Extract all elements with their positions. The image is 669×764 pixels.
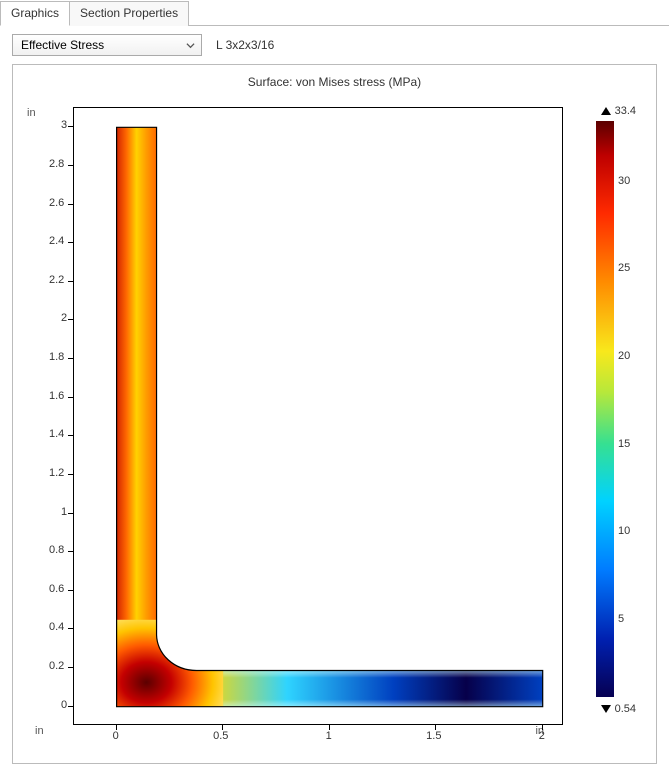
x-tick-label: 1.5 — [426, 730, 441, 742]
y-tick-label: 2.2 — [49, 274, 55, 286]
y-tick-label: 2.4 — [49, 235, 55, 247]
triangle-down-icon — [601, 705, 611, 713]
section-id-label: L 3x2x3/16 — [216, 38, 274, 52]
stress-surface — [74, 108, 564, 726]
y-tick-label: 0.2 — [49, 660, 55, 672]
tab-section-properties[interactable]: Section Properties — [69, 1, 189, 26]
toolbar: Effective Stress L 3x2x3/16 — [0, 26, 669, 64]
colorbar-tick-label: 20 — [618, 350, 630, 362]
tab-graphics[interactable]: Graphics — [0, 1, 70, 26]
x-tick-label: 2 — [539, 730, 545, 742]
x-tick-label: 0.5 — [213, 730, 228, 742]
colorbar-tick-label: 15 — [618, 438, 630, 450]
colorbar-tick-label: 30 — [618, 175, 630, 187]
colorbar-max: 33.4 — [601, 105, 636, 117]
y-axis-unit: in — [27, 107, 36, 119]
y-tick-label: 0.4 — [49, 621, 55, 633]
tab-strip: Graphics Section Properties — [0, 0, 669, 26]
x-tick-label: 1 — [326, 730, 332, 742]
colorbar-tick-label: 25 — [618, 262, 630, 274]
colorbar: 51015202530 — [596, 121, 614, 697]
y-tick-label: 0.8 — [49, 544, 55, 556]
y-tick-label: 0.6 — [49, 583, 55, 595]
colorbar-max-value: 33.4 — [615, 105, 636, 117]
colorbar-tick-label: 5 — [618, 613, 624, 625]
colorbar-gradient — [596, 121, 614, 697]
plot-title: Surface: von Mises stress (MPa) — [13, 65, 656, 93]
y-tick-label: 2.6 — [49, 197, 55, 209]
plot-axes — [73, 107, 563, 725]
y-tick-label: 2.8 — [49, 158, 55, 170]
y-axis-unit-bottom: in — [35, 725, 44, 737]
chevron-down-icon — [186, 41, 195, 50]
y-tick-label: 1.4 — [49, 428, 55, 440]
x-tick-label: 0 — [113, 730, 119, 742]
triangle-up-icon — [601, 107, 611, 115]
y-tick-label: 1.2 — [49, 467, 55, 479]
y-tick-label: 1.6 — [49, 390, 55, 402]
dropdown-value: Effective Stress — [21, 38, 104, 52]
colorbar-min-value: 0.54 — [615, 703, 636, 715]
colorbar-tick-label: 10 — [618, 525, 630, 537]
plot-panel: Surface: von Mises stress (MPa) in in in… — [12, 64, 657, 764]
plot-type-dropdown[interactable]: Effective Stress — [12, 34, 202, 56]
y-tick-label: 1.8 — [49, 351, 55, 363]
colorbar-min: 0.54 — [601, 703, 636, 715]
